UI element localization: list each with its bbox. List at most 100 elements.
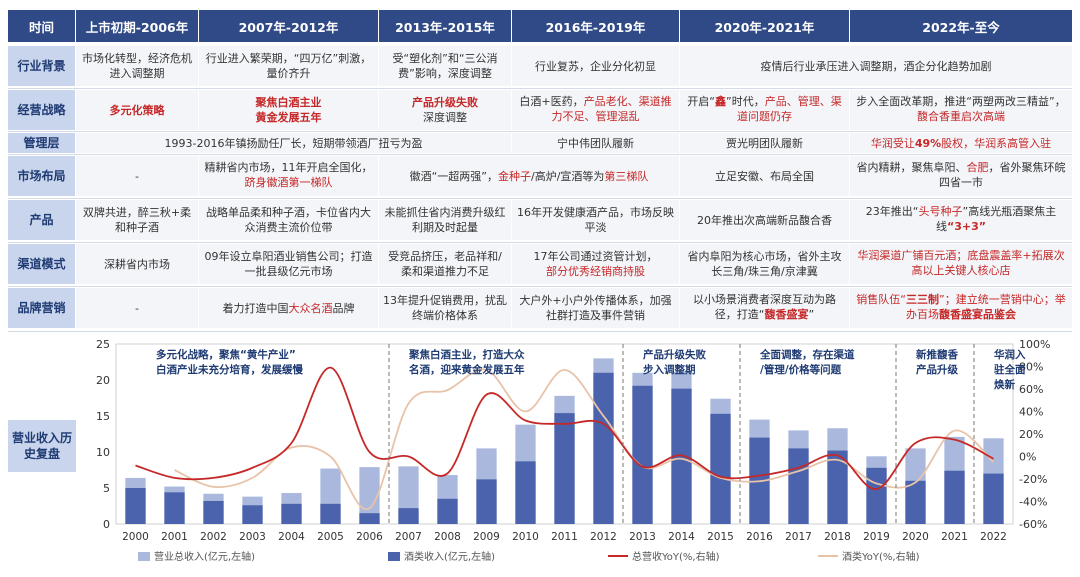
cell: 产品升级失败 深度调整 <box>379 90 512 130</box>
cell-text: ”时代， <box>726 95 765 108</box>
cell: 双牌共进，醉三秋+柔和种子酒 <box>76 200 199 240</box>
legend-label: 总营收YoY(%,右轴) <box>632 550 720 563</box>
cell-text: 底盘震盖率+ <box>967 249 1032 262</box>
revenue-chart: 0 5 10 15 20 25 -60% -40% -20% 0% 20% 40% 60% 80% 100%… <box>96 338 1050 563</box>
cell: 17年公司通过资管计划， 部分优秀经销商持股 <box>512 244 680 284</box>
total-yoy-line <box>135 366 994 491</box>
cell: 华润受让 49% 股权，华润系高管入驻 <box>850 133 1072 153</box>
cell-text: 多元化策略 <box>109 103 165 117</box>
right-axis-tick-label: 20% <box>1019 428 1043 441</box>
cell-text: 拓展次高以上关键人核心店 <box>911 249 1065 277</box>
row-market: 市场布局 - 精耕省内市场，11年开启全国化， 跻身徽酒第一梯队 徽酒“一超两强”… <box>8 156 1072 196</box>
cell-text: 产品、管理、渠道问题仍存 <box>737 95 842 123</box>
row-channel: 渠道模式 深耕省内市场 09年设立阜阳酒业销售公司；打造一批县级亿元市场 受竞品… <box>8 244 1072 284</box>
row-label: 行业背景 <box>8 46 76 86</box>
cell: 受竞品挤压，老品祥和/柔和渠道推力不足 <box>379 244 512 284</box>
right-axis-tick-label: 100% <box>1019 338 1050 351</box>
row-brand: 品牌营销 - 着力打造中国 大众名酒 品牌 13年提升促销费用，扰乱终端价格体系 大… <box>8 288 1072 328</box>
cell-text: 白酒+医药， <box>519 95 584 108</box>
cell: 贾光明团队履新 <box>680 133 850 153</box>
legend-label: 酒类收入(亿元,左轴) <box>404 550 495 563</box>
x-tick-label: 2006 <box>356 531 383 543</box>
liquor-revenue-bar <box>983 473 1004 524</box>
cell-text: 大众名酒 <box>288 301 333 315</box>
header-cell: 时间 <box>8 10 76 42</box>
cell: 受“塑化剂”和“三公消费”影响，深度调整 <box>379 46 512 86</box>
x-tick-label: 2020 <box>902 531 929 543</box>
cell: 省内阜阳为核心市场，省外主攻长三角/珠三角/京津冀 <box>680 244 850 284</box>
left-axis-tick-label: 20 <box>96 374 110 387</box>
cell-text: “3+3” <box>947 220 986 233</box>
period-annotation: 驻全面 <box>994 363 1026 376</box>
left-axis-tick-label: 5 <box>103 482 110 495</box>
cell-text: 黄金发展五年 <box>255 111 322 124</box>
period-annotation: 聚焦白酒主业，打造大众 <box>408 348 525 361</box>
right-axis-tick-label: 80% <box>1019 361 1043 374</box>
liquor-revenue-bar <box>476 479 497 524</box>
cell-text: 华润渠道广铺百元酒； <box>857 249 968 262</box>
x-tick-label: 2021 <box>941 531 968 543</box>
cell: 精耕省内市场，11年开启全国化， 跻身徽酒第一梯队 <box>199 156 379 196</box>
cell: 多元化策略 <box>76 90 199 130</box>
header-cell: 2013年-2015年 <box>379 10 512 42</box>
x-tick-label: 2009 <box>473 531 500 543</box>
legend-swatch <box>388 552 400 561</box>
right-axis-tick-label: -40% <box>1019 496 1047 509</box>
liquor-revenue-bar <box>203 500 224 524</box>
cell-text: ”；建立统一营销中心；举办百场 <box>906 293 1066 321</box>
cell: 立足安徽、布局全国 <box>680 156 850 196</box>
legend-swatch <box>138 552 150 561</box>
liquor-revenue-bar <box>437 498 458 524</box>
x-tick-label: 2013 <box>629 531 656 543</box>
cell-text: 三三制 <box>906 293 939 306</box>
period-annotation: /管理/价格等问题 <box>760 363 842 376</box>
header-cell: 2020年-2021年 <box>680 10 850 42</box>
cell-text: 聚焦白酒主业 <box>255 96 322 109</box>
cell-text: 头号种子 <box>918 205 963 218</box>
row-product: 产品 双牌共进，醉三秋+柔和种子酒 战略单品柔和种子酒，卡位省内大众消费主流价位… <box>8 200 1072 240</box>
x-tick-label: 2002 <box>200 531 227 543</box>
liquor-revenue-bar <box>242 505 263 524</box>
x-tick-label: 2015 <box>707 531 734 543</box>
cell-text: 鑫 <box>715 95 726 108</box>
cell-text: 管理混乱 <box>595 110 640 123</box>
cell-text: 第三梯队 <box>604 169 649 183</box>
cell-text: 馥合香重启次高端 <box>917 110 1005 123</box>
cell: 聚焦白酒主业 黄金发展五年 <box>199 90 379 130</box>
period-annotation: 华润入 <box>994 348 1026 361</box>
chart-row-label: 营业收入历史复盘 <box>8 420 76 472</box>
row-management: 管理层 1993-2016年镇扬励任厂长，短期带领酒厂扭亏为盈 宁中伟团队履新 … <box>8 133 1072 153</box>
timeline-header: 时间 上市初期-2006年 2007年-2012年 2013年-2015年 20… <box>8 10 1072 42</box>
liquor-revenue-bar <box>320 503 341 524</box>
cell-text: 金种子 <box>497 169 531 183</box>
cell: 战略单品柔和种子酒，卡位省内大众消费主流价位带 <box>199 200 379 240</box>
legend-label: 酒类YoY(%,右轴) <box>842 550 920 563</box>
row-label: 管理层 <box>8 133 76 153</box>
cell: 华润渠道广铺百元酒；底盘震盖率+拓展次高以上关键人核心店 <box>850 244 1072 284</box>
x-tick-label: 2010 <box>512 531 539 543</box>
cell: 行业进入繁荣期，“四万亿”刺激，量价齐升 <box>199 46 379 86</box>
liquor-revenue-bar <box>827 450 848 524</box>
x-tick-label: 2008 <box>434 531 461 543</box>
cell: 白酒+医药，产品老化、渠道推力不足、管理混乱 <box>512 90 680 130</box>
cell: 徽酒“一超两强”， 金种子/高炉/宣酒等为 第三梯队 <box>379 156 680 196</box>
x-tick-label: 2003 <box>239 531 266 543</box>
liquor-revenue-bar <box>593 372 614 524</box>
liquor-revenue-bar <box>671 388 692 524</box>
cell: 16年开发健康酒产品，市场反映平淡 <box>512 200 680 240</box>
period-annotation: 全面调整，存在渠道 <box>759 348 855 361</box>
row-label: 渠道模式 <box>8 244 76 284</box>
cell: 开启“鑫”时代，产品、管理、渠道问题仍存 <box>680 90 850 130</box>
period-annotation: 焕新 <box>994 378 1015 391</box>
period-annotation: 步入调整期 <box>643 363 696 376</box>
row-label: 经营战略 <box>8 90 76 130</box>
cell-text: ，省外聚焦环皖四省一市 <box>939 161 1066 189</box>
cell-text: ”高线光瓶酒聚焦主线 <box>936 205 1057 233</box>
row-industry: 行业背景 市场化转型，经济危机进入调整期 行业进入繁荣期，“四万亿”刺激，量价齐… <box>8 46 1072 86</box>
cell: 深耕省内市场 <box>76 244 199 284</box>
x-tick-label: 2012 <box>590 531 617 543</box>
cell-text: 销售队伍“ <box>856 293 906 306</box>
left-axis-tick-label: 25 <box>96 338 110 351</box>
cell: 以小场景消费者深度互动为路径，打造“馥香盛宴” <box>680 288 850 328</box>
cell: 销售队伍“三三制”；建立统一营销中心；举办百场馥香盛宴品鉴会 <box>850 288 1072 328</box>
